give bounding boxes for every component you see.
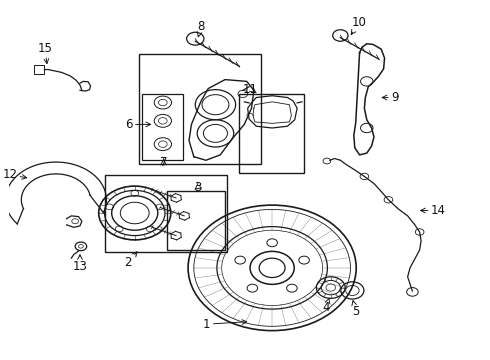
Text: 8: 8 [197,20,205,37]
Text: 6: 6 [125,118,150,131]
Bar [34,65,45,74]
Bar [240,94,304,173]
Bar [143,94,183,160]
Text: 5: 5 [352,301,360,318]
Text: 14: 14 [420,204,446,217]
Text: 2: 2 [124,252,137,269]
Bar [139,54,261,164]
Text: 15: 15 [37,42,52,64]
Text: 12: 12 [2,168,26,181]
Text: 7: 7 [160,156,167,169]
Text: 13: 13 [73,255,87,273]
Bar [105,175,227,252]
Text: 10: 10 [351,17,366,35]
Text: 4: 4 [322,298,330,314]
Bar [168,191,225,250]
Text: 3: 3 [194,181,201,194]
Text: 11: 11 [243,83,258,96]
Text: 1: 1 [203,318,246,331]
Text: 9: 9 [382,91,398,104]
